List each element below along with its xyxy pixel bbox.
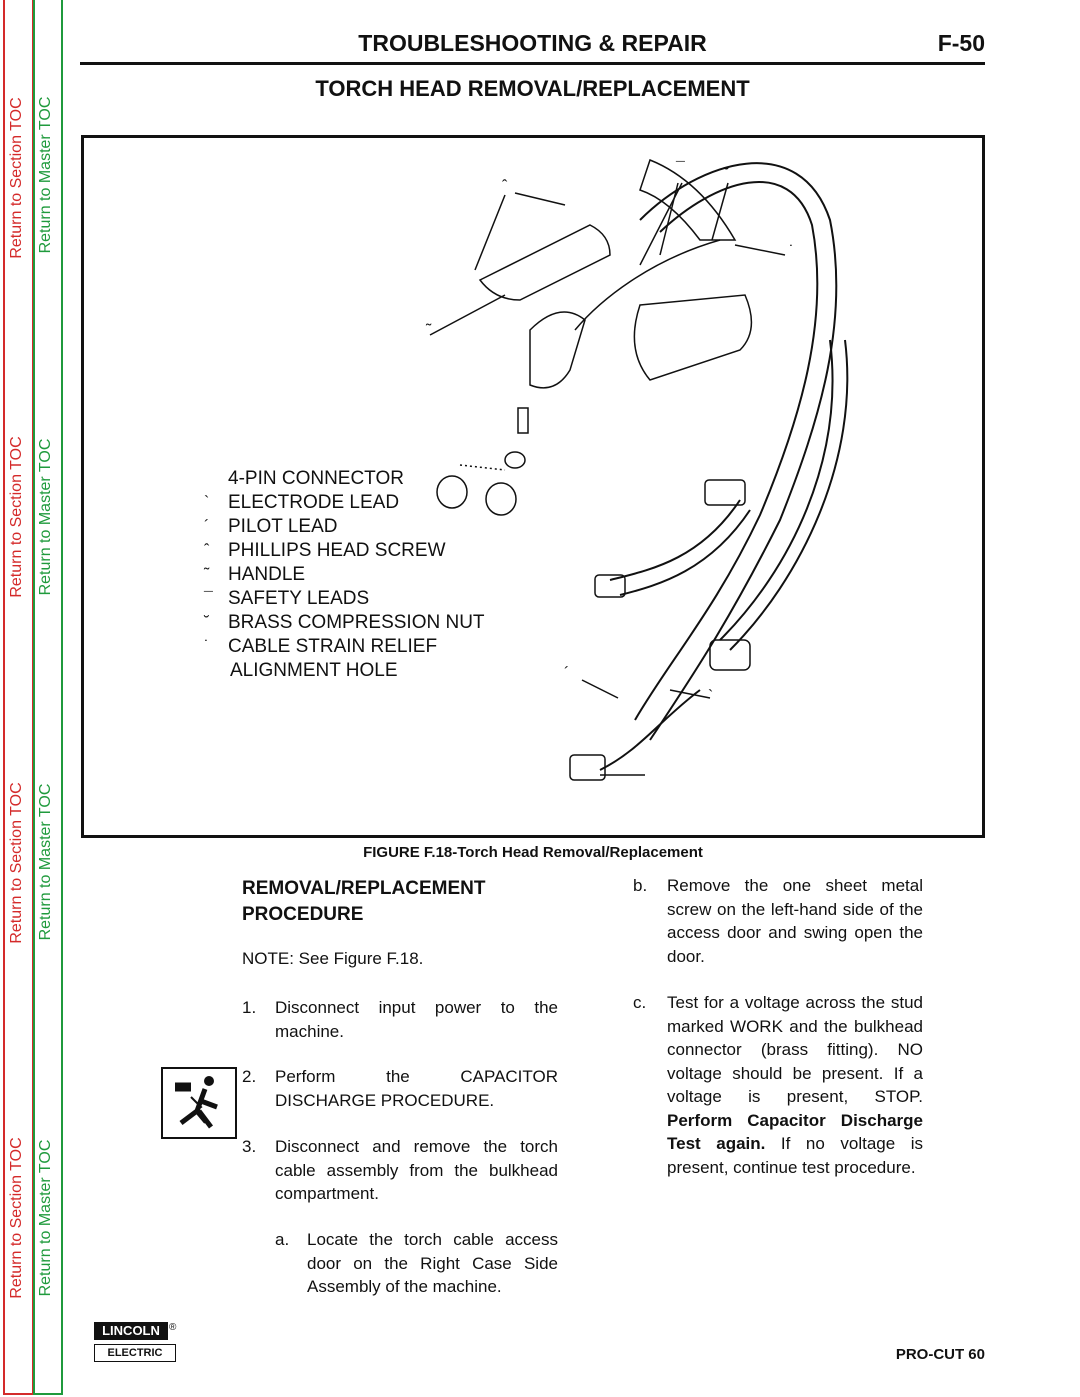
header-rule bbox=[80, 62, 985, 65]
figure-caption: FIGURE F.18-Torch Head Removal/Replaceme… bbox=[363, 844, 703, 861]
step-number: c. bbox=[633, 993, 647, 1012]
step-number: 3. bbox=[242, 1137, 257, 1156]
legend-marker: ˆ bbox=[204, 542, 210, 559]
procedure-heading: REMOVAL/REPLACEMENT PROCEDURE bbox=[242, 878, 486, 925]
lincoln-logo: LINCOLN ® ELECTRIC bbox=[94, 1322, 178, 1364]
legend-label: SAFETY LEADS bbox=[228, 588, 370, 609]
callout: ¯ bbox=[676, 160, 685, 177]
legend-label: 4-PIN CONNECTOR bbox=[228, 468, 404, 489]
torch-diagram bbox=[429, 159, 849, 781]
legend-label: HANDLE bbox=[228, 564, 306, 585]
callout: ` bbox=[708, 688, 714, 705]
step-text: Disconnect and remove the torch cable as… bbox=[275, 1137, 558, 1203]
header-title: TROUBLESHOOTING & REPAIR bbox=[358, 30, 707, 56]
step-number: b. bbox=[633, 876, 648, 895]
legend-marker: ¯ bbox=[204, 590, 213, 607]
legend-marker: ˜ bbox=[204, 566, 210, 583]
text-segment: If no voltage is present, continue test … bbox=[667, 1134, 924, 1177]
logo-top: LINCOLN bbox=[94, 1322, 168, 1340]
callout: ´ bbox=[564, 665, 570, 682]
text-segment: Perform Capacitor Discharge Test again. bbox=[667, 1110, 923, 1154]
procedure-note: NOTE: See Figure F.18. bbox=[242, 949, 424, 968]
legend-marker: ` bbox=[204, 494, 210, 511]
step-number: 2. bbox=[242, 1067, 257, 1086]
step-text: Test for a voltage across the stud marke… bbox=[667, 991, 923, 1179]
page-number: F-50 bbox=[937, 30, 985, 56]
callout: ˘ bbox=[724, 166, 730, 183]
step-text: Disconnect input power to the machine. bbox=[275, 998, 558, 1041]
logo-mark: ® bbox=[169, 1322, 177, 1333]
legend-label: BRASS COMPRESSION NUT bbox=[228, 612, 485, 633]
step-text: Perform the CAPACITOR DISCHARGE PROCEDUR… bbox=[275, 1067, 558, 1110]
step-number: a. bbox=[275, 1230, 290, 1249]
step-number: 1. bbox=[242, 998, 257, 1017]
model-name: PRO-CUT 60 bbox=[895, 1346, 985, 1363]
section-toc-link[interactable]: Return to Section TOC bbox=[8, 1137, 25, 1299]
legend-label: ALIGNMENT HOLE bbox=[230, 660, 398, 681]
legend-marker: ˙ bbox=[204, 638, 210, 655]
sidebar-green bbox=[33, 0, 63, 1395]
legend-label: PILOT LEAD bbox=[228, 516, 338, 537]
master-toc-link[interactable]: Return to Master TOC bbox=[37, 1139, 54, 1297]
legend-label: PHILLIPS HEAD SCREW bbox=[228, 540, 446, 561]
legend-marker: ˘ bbox=[204, 614, 210, 631]
section-title: TORCH HEAD REMOVAL/REPLACEMENT bbox=[315, 76, 750, 101]
figure-frame bbox=[81, 135, 985, 838]
callout: ˙ bbox=[789, 243, 795, 260]
text-segment: Test for a voltage across the stud marke… bbox=[667, 993, 923, 1106]
callout: ˆ bbox=[502, 178, 508, 195]
step-text: Locate the torch cable access door on th… bbox=[307, 1230, 558, 1296]
callout: ˜ bbox=[426, 322, 432, 339]
warning-icon bbox=[161, 1067, 237, 1139]
step-text: Remove the one sheet metal screw on the … bbox=[667, 876, 923, 966]
legend-label: ELECTRODE LEAD bbox=[228, 492, 400, 513]
legend-label: CABLE STRAIN RELIEF bbox=[228, 636, 438, 657]
logo-bottom: ELECTRIC bbox=[94, 1344, 176, 1362]
legend-marker: ´ bbox=[204, 518, 210, 535]
